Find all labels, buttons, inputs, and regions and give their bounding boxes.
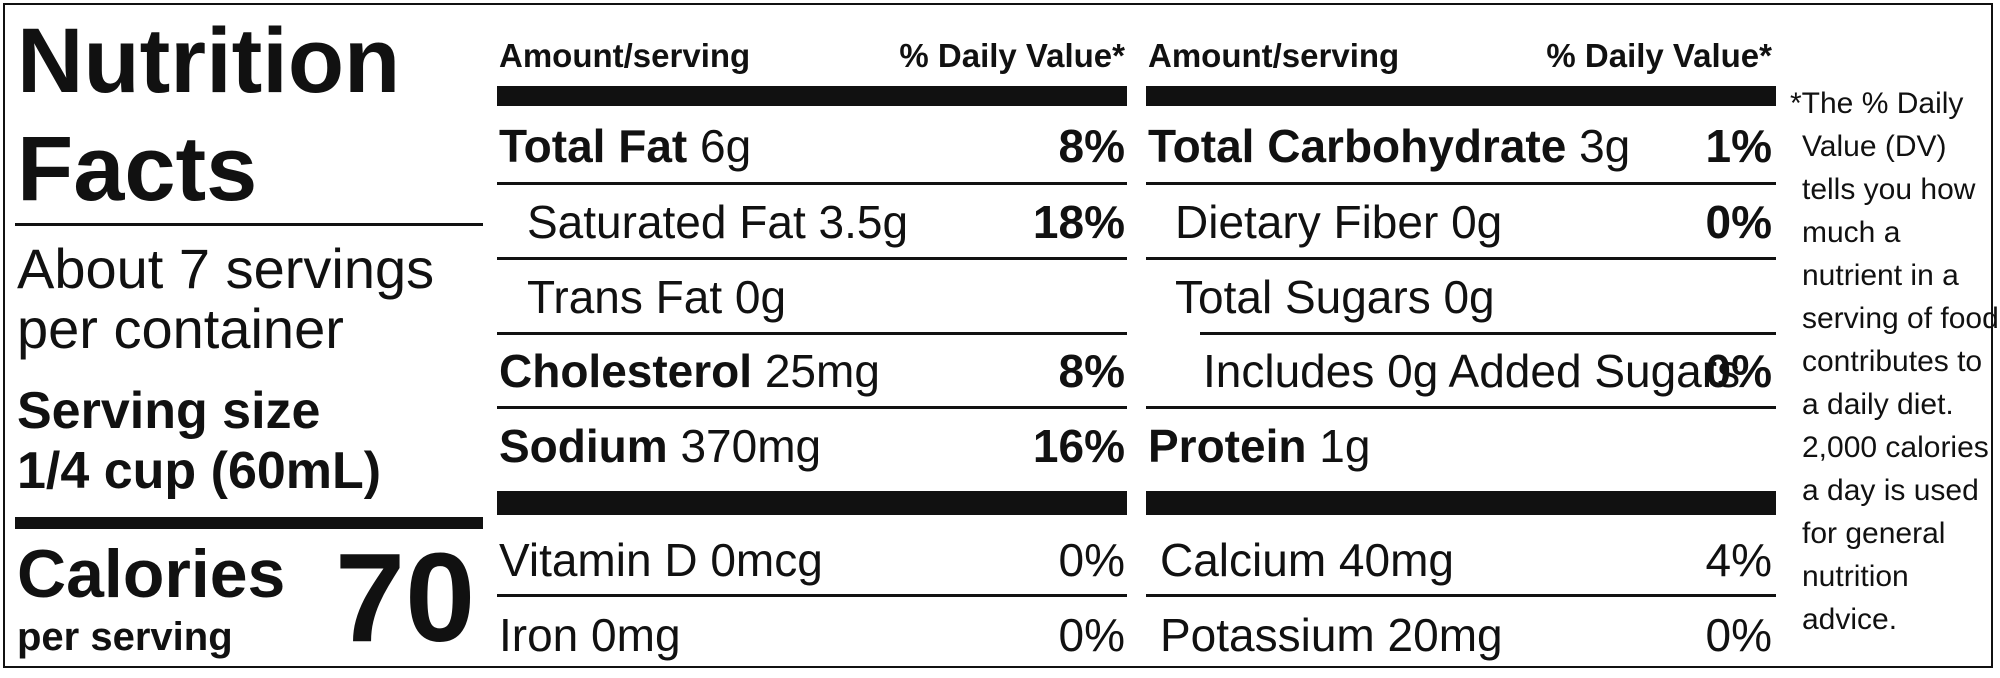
thick-bar-left [497,491,1127,515]
header-bar-right [1146,86,1776,106]
nutrient-amount: 25mg [764,345,880,397]
row-divider-partial [1200,332,1776,335]
footnote-line: a day is used [1802,474,1979,507]
potassium-row: Potassium 20mg [1160,609,1503,661]
nutrition-facts-label: Nutrition Facts About 7 servings per con… [3,3,1999,668]
dv-calcium: 4% [1705,534,1772,586]
row-divider [497,182,1127,185]
thick-bar-right [1146,491,1776,515]
calories-per-serving: per serving [17,615,233,659]
nutrient-row-sodium: Sodium 370mg [499,423,821,469]
dv-potassium: 0% [1705,609,1772,661]
title-divider [15,223,483,226]
footnote-line: for general [1802,517,1946,550]
nutrient-name: Cholesterol [499,345,753,397]
footnote-line: contributes to [1802,345,1983,378]
row-divider [1146,257,1776,260]
nutrient-amount: 370mg [680,420,822,472]
calories-value: 70 [335,527,476,668]
nutrient-name: Protein [1148,420,1307,472]
serving-size-label: Serving size [17,382,321,440]
row-divider [497,257,1127,260]
title-line-1: Nutrition [17,10,401,112]
nutrient-amount: 3g [1579,120,1631,172]
header-bar-left [497,86,1127,106]
footnote-line: advice. [1802,603,1898,636]
nutrient-row-total-sugars: Total Sugars 0g [1175,271,1495,323]
nutrient-row-saturated-fat: Saturated Fat 3.5g [527,196,909,248]
nutrient-row-dietary-fiber: Dietary Fiber 0g [1175,196,1503,248]
dv-total-fat: 8% [1058,120,1125,172]
dv-total-carbohydrate: 1% [1705,120,1772,172]
footnote-line: Value (DV) [1802,130,1947,163]
row-divider [497,406,1127,409]
title-line-2: Facts [17,118,258,220]
footnote-line: *The % Daily [1790,87,1964,120]
dv-added-sugars: 0% [1705,345,1772,397]
footnote-line: serving of food [1802,302,1999,335]
nutrient-row-protein: Protein 1g [1148,423,1370,469]
nutrient-name: Total Fat [499,120,688,172]
calories-label: Calories [17,536,286,612]
dv-vitamin-d: 0% [1058,534,1125,586]
vitamin-divider-right [1146,594,1776,597]
serving-size-value: 1/4 cup (60mL) [17,442,382,500]
nutrient-name: Total Carbohydrate [1148,120,1567,172]
header-dv-left: % Daily Value* [899,37,1125,74]
footnote-line: much a [1802,216,1901,249]
calcium-row: Calcium 40mg [1160,534,1454,586]
vitamin-divider-left [497,594,1127,597]
servings-per-container-line-2: per container [17,297,344,360]
nutrient-row-cholesterol: Cholesterol 25mg [499,348,880,394]
row-divider [1146,182,1776,185]
header-amount-right: Amount/serving [1148,37,1400,74]
iron-row: Iron 0mg [499,609,681,661]
nutrient-row-trans-fat: Trans Fat 0g [527,271,787,323]
dv-cholesterol: 8% [1058,345,1125,397]
nutrient-row-total-carbohydrate: Total Carbohydrate 3g [1148,123,1630,169]
footnote-line: nutrient in a [1802,259,1959,292]
row-divider [1146,406,1776,409]
footnote-line: nutrition [1802,560,1909,593]
row-divider [497,332,1127,335]
header-dv-right: % Daily Value* [1546,37,1772,74]
nutrient-row-total-fat: Total Fat 6g [499,123,751,169]
footnote-line: 2,000 calories [1802,431,1989,464]
nutrient-row-added-sugars: Includes 0g Added Sugars [1203,345,1741,397]
header-amount-left: Amount/serving [499,37,751,74]
vitamin-d-row: Vitamin D 0mcg [499,534,823,586]
dv-dietary-fiber: 0% [1705,196,1772,248]
nutrient-name: Sodium [499,420,668,472]
servings-per-container-line-1: About 7 servings [17,237,435,300]
dv-iron: 0% [1058,609,1125,661]
footnote-line: tells you how [1802,173,1976,206]
nutrient-amount: 1g [1319,420,1371,472]
footnote-line: a daily diet. [1802,388,1954,421]
serving-divider [15,517,483,529]
nutrient-amount: 6g [700,120,752,172]
dv-sodium: 16% [1032,420,1125,472]
dv-saturated-fat: 18% [1032,196,1125,248]
